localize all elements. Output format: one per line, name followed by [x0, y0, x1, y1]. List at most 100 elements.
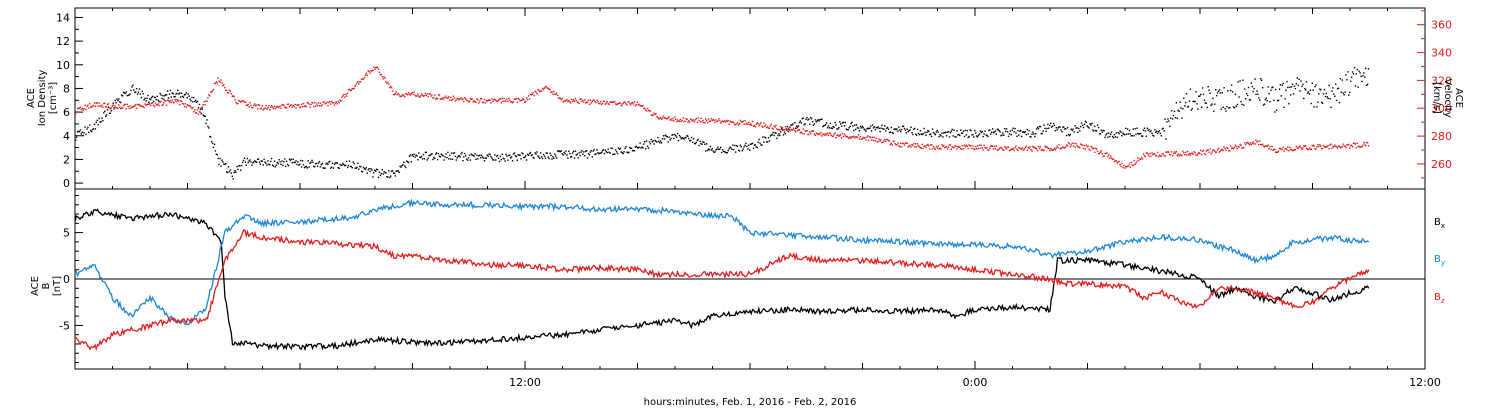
velocity-point [692, 119, 695, 121]
density-point [322, 167, 324, 169]
velocity-point [1047, 147, 1049, 149]
density-point [386, 176, 388, 178]
density-point [394, 175, 397, 177]
velocity-tick-label: 300 [1431, 102, 1452, 115]
velocity-point [1267, 144, 1269, 146]
density-point [532, 156, 534, 159]
density-point [1303, 97, 1305, 100]
velocity-point [785, 129, 787, 132]
velocity-point [708, 120, 711, 122]
density-point [769, 135, 772, 137]
density-point [925, 134, 927, 136]
density-point [588, 154, 591, 156]
density-point [1158, 130, 1161, 132]
velocity-point [710, 118, 712, 120]
velocity-point [571, 100, 574, 102]
density-point [159, 92, 161, 95]
density-point [1279, 84, 1282, 86]
velocity-point [1269, 145, 1271, 148]
density-point [255, 160, 257, 163]
density-point [1011, 129, 1013, 131]
velocity-point [856, 136, 859, 139]
velocity-point [320, 105, 322, 107]
velocity-point [822, 133, 824, 136]
velocity-point [1118, 160, 1120, 163]
density-point [1076, 127, 1078, 129]
velocity-point [524, 101, 526, 103]
velocity-point [329, 101, 331, 103]
velocity-point [333, 104, 336, 106]
velocity-point [961, 145, 964, 147]
velocity-point [90, 106, 93, 109]
velocity-point [155, 104, 157, 106]
density-point [559, 151, 562, 153]
velocity-point [390, 87, 393, 89]
density-point [695, 141, 697, 144]
density-point [906, 128, 908, 130]
density-tick-label: 14 [56, 11, 70, 24]
density-point [117, 100, 119, 102]
density-point [1023, 131, 1026, 134]
density-point [331, 162, 334, 164]
velocity-point [1199, 152, 1201, 155]
velocity-point [1149, 153, 1151, 155]
density-point [1263, 103, 1266, 105]
velocity-point [1162, 153, 1164, 155]
velocity-point [613, 101, 615, 103]
velocity-point [243, 101, 246, 103]
velocity-point [1252, 141, 1254, 143]
density-point [639, 142, 641, 144]
velocity-point [488, 99, 490, 101]
density-point [194, 100, 196, 103]
density-point [806, 116, 808, 119]
density-point [1137, 132, 1139, 135]
bz-line [74, 229, 1370, 351]
density-point [742, 148, 744, 150]
density-point [982, 135, 984, 138]
velocity-point [306, 102, 308, 104]
density-tick-label: 8 [63, 82, 70, 95]
density-point [195, 99, 197, 101]
velocity-point [455, 99, 457, 101]
velocity-point [536, 93, 538, 95]
velocity-point [636, 101, 638, 103]
velocity-point [563, 100, 565, 102]
density-point [413, 153, 415, 155]
velocity-point [1159, 155, 1162, 157]
density-point [407, 161, 410, 164]
density-point [864, 129, 866, 131]
velocity-point [441, 97, 443, 100]
density-point [600, 151, 603, 153]
velocity-point [1283, 150, 1285, 152]
velocity-point [273, 105, 276, 108]
velocity-point [482, 101, 485, 103]
density-point [814, 119, 817, 121]
velocity-point [640, 105, 642, 107]
velocity-point [606, 100, 608, 103]
density-point [507, 159, 509, 161]
density-point [1136, 127, 1138, 129]
density-point [828, 127, 831, 129]
density-point [531, 154, 533, 156]
velocity-point [774, 126, 776, 128]
density-point [851, 121, 853, 123]
velocity-point [376, 66, 379, 68]
density-point [966, 130, 968, 132]
density-point [1312, 89, 1314, 91]
velocity-point [153, 106, 156, 108]
density-point [147, 94, 149, 97]
velocity-point [750, 123, 752, 125]
density-point [126, 94, 128, 97]
density-point [227, 166, 230, 168]
velocity-point [223, 83, 225, 86]
velocity-point [1065, 146, 1067, 148]
velocity-point [408, 93, 411, 95]
density-point [836, 128, 838, 130]
velocity-point [1155, 154, 1158, 157]
density-point [393, 172, 396, 174]
velocity-point [818, 132, 820, 135]
velocity-point [1000, 146, 1002, 149]
velocity-point [526, 99, 529, 101]
velocity-point [871, 136, 874, 138]
velocity-point [584, 99, 586, 101]
